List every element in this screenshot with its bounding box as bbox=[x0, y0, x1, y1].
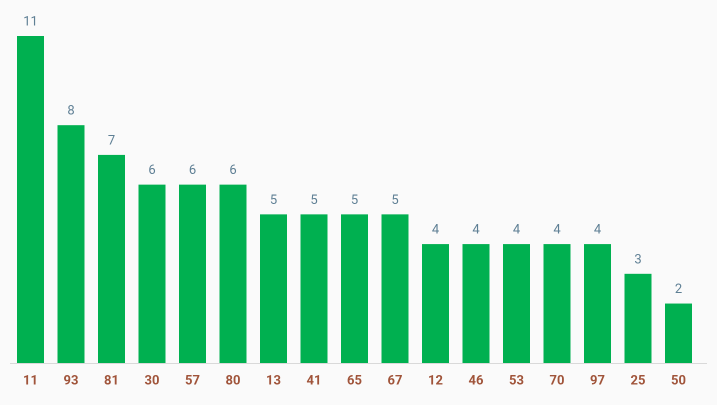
bar bbox=[17, 36, 44, 363]
value-label: 3 bbox=[634, 252, 641, 267]
x-tick-label: 12 bbox=[428, 373, 443, 388]
value-label: 4 bbox=[513, 223, 521, 238]
bar bbox=[138, 184, 166, 363]
x-tick-label: 41 bbox=[307, 373, 322, 388]
value-label: 4 bbox=[594, 223, 602, 238]
value-label: 5 bbox=[310, 193, 317, 208]
bar bbox=[584, 244, 611, 363]
value-label: 4 bbox=[553, 223, 561, 238]
value-label: 5 bbox=[351, 193, 358, 208]
value-label: 8 bbox=[67, 104, 74, 119]
x-tick-label: 13 bbox=[266, 373, 281, 388]
bar bbox=[98, 154, 125, 363]
x-tick-label: 30 bbox=[145, 373, 160, 388]
bar bbox=[300, 214, 328, 363]
x-tick-label: 93 bbox=[64, 373, 79, 388]
x-tick-label: 46 bbox=[469, 373, 484, 388]
value-label: 11 bbox=[23, 14, 38, 29]
value-label: 6 bbox=[189, 163, 196, 178]
value-label: 6 bbox=[148, 163, 155, 178]
x-tick-label: 53 bbox=[509, 373, 524, 388]
bar bbox=[219, 184, 247, 363]
bar bbox=[624, 273, 652, 363]
x-tick-label: 67 bbox=[388, 373, 403, 388]
x-tick-label: 57 bbox=[185, 373, 200, 388]
x-tick-label: 97 bbox=[590, 373, 605, 388]
bar bbox=[179, 184, 206, 363]
x-tick-label: 25 bbox=[631, 373, 646, 388]
x-tick-label: 50 bbox=[671, 373, 686, 388]
x-tick-label: 70 bbox=[550, 373, 565, 388]
bar bbox=[665, 303, 692, 363]
value-label: 4 bbox=[472, 223, 480, 238]
x-tick-label: 81 bbox=[104, 373, 119, 388]
value-label: 7 bbox=[108, 133, 115, 148]
bar bbox=[503, 244, 530, 363]
value-label: 5 bbox=[391, 193, 398, 208]
bar bbox=[260, 214, 287, 363]
bar bbox=[462, 244, 490, 363]
x-tick-label: 65 bbox=[347, 373, 362, 388]
bar bbox=[57, 125, 85, 363]
x-tick-label: 11 bbox=[23, 373, 38, 388]
bar bbox=[422, 244, 449, 363]
value-label: 2 bbox=[675, 282, 682, 297]
x-tick-label: 80 bbox=[226, 373, 241, 388]
value-label: 6 bbox=[229, 163, 236, 178]
bar bbox=[381, 214, 409, 363]
bar bbox=[341, 214, 368, 363]
bar bbox=[543, 244, 571, 363]
value-label: 4 bbox=[432, 223, 440, 238]
value-label: 5 bbox=[270, 193, 277, 208]
